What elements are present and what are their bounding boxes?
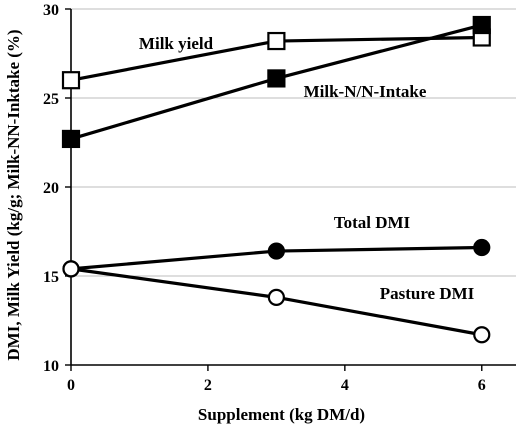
labels: Milk yield Milk-N/N-Intake Total DMI Pastur… <box>139 34 475 303</box>
x-tick-label: 6 <box>478 377 486 394</box>
y-tick-label: 20 <box>43 180 59 197</box>
x-axis-title: Supplement (kg DM/d) <box>198 405 365 424</box>
data-point <box>61 129 81 149</box>
data-point <box>62 260 80 278</box>
series-label: Pasture DMI <box>380 284 475 303</box>
series-label: Total DMI <box>334 213 411 232</box>
x-tick-label: 0 <box>67 377 75 394</box>
data-point <box>267 242 285 260</box>
series-label: Milk yield <box>139 34 214 53</box>
y-tick-label: 15 <box>43 269 59 286</box>
x-tick-label: 4 <box>341 377 349 394</box>
x-tick-label: 2 <box>204 377 212 394</box>
data-point <box>473 326 491 344</box>
axes: 10 15 20 25 30 0 2 4 6 Supplement (kg DM/d) DMI, M… <box>4 2 516 424</box>
data-point <box>472 15 491 35</box>
grid <box>71 8 516 277</box>
data-point <box>61 71 81 90</box>
y-axis-title: DMI, Milk Yield (kg/g; Milk-NN-Inktake (… <box>4 29 23 360</box>
data-point <box>267 69 286 88</box>
series-group <box>61 15 491 344</box>
data-point <box>267 288 285 306</box>
data-point <box>267 31 286 51</box>
data-point <box>473 238 491 257</box>
y-tick-label: 10 <box>43 358 59 375</box>
y-tick-label: 25 <box>43 91 59 108</box>
series-label: Milk-N/N-Intake <box>304 82 427 101</box>
y-tick-label: 30 <box>43 2 59 19</box>
